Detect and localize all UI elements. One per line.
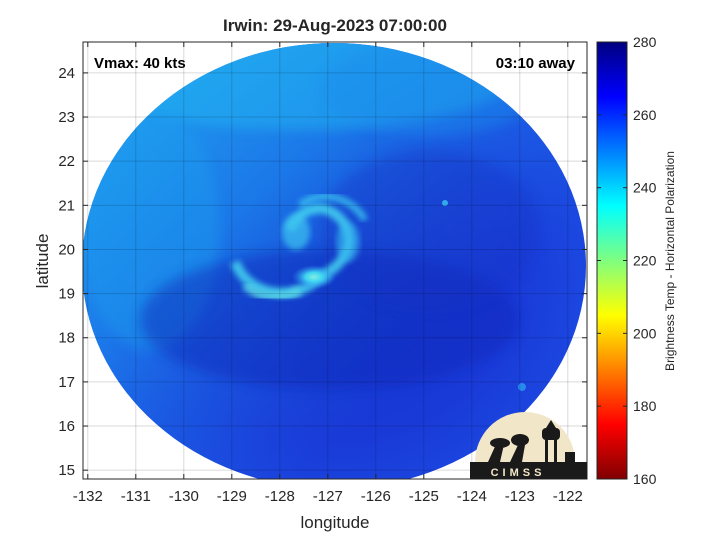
colorbar <box>597 42 627 479</box>
colorbar-tick-label: 220 <box>633 253 657 269</box>
colorbar-tick-label: 240 <box>633 180 657 196</box>
colorbar-tick-label: 180 <box>633 398 657 414</box>
y-tick-label: 17 <box>58 374 75 391</box>
x-tick-label: -124 <box>457 488 487 505</box>
x-tick-label: -126 <box>361 488 391 505</box>
time-away-annotation: 03:10 away <box>496 55 576 72</box>
y-tick-label: 19 <box>58 286 75 303</box>
colorbar-tick-label: 280 <box>633 34 657 50</box>
colorbar-tick-label: 160 <box>633 471 657 487</box>
vmax-annotation: Vmax: 40 kts <box>94 55 186 72</box>
x-tick-label: -127 <box>313 488 343 505</box>
y-tick-label: 15 <box>58 462 75 479</box>
colorbar-tick-label: 200 <box>633 325 657 341</box>
y-axis-label: latitude <box>33 234 52 289</box>
cimss-logo: CIMSS <box>470 412 587 479</box>
y-tick-label: 16 <box>58 418 75 435</box>
x-tick-label: -130 <box>169 488 199 505</box>
y-tick-label: 23 <box>58 109 75 126</box>
x-tick-label: -123 <box>505 488 535 505</box>
x-tick-label: -128 <box>265 488 295 505</box>
y-tick-label: 21 <box>58 197 75 214</box>
y-tick-label: 22 <box>58 153 75 170</box>
y-tick-label: 18 <box>58 330 75 347</box>
x-tick-label: -129 <box>217 488 247 505</box>
colorbar-tick-label: 260 <box>633 107 657 123</box>
cimss-logo-text: CIMSS <box>491 467 546 479</box>
x-tick-label: -132 <box>73 488 103 505</box>
colorbar-label: Brightness Temp - Horizontal Polarizatio… <box>663 151 677 371</box>
x-tick-label: -122 <box>553 488 583 505</box>
x-tick-label: -125 <box>409 488 439 505</box>
x-axis-label: longitude <box>300 513 369 532</box>
colorbar-ticks: 160 180 200 220 240 260 280 <box>597 34 657 487</box>
y-tick-label: 20 <box>58 241 75 258</box>
y-axis: 15 16 17 18 19 20 21 22 23 24 <box>58 65 587 479</box>
x-tick-label: -131 <box>121 488 151 505</box>
plot-frame <box>82 41 588 480</box>
chart-title: Irwin: 29-Aug-2023 07:00:00 <box>223 16 447 35</box>
x-axis: -132 -131 -130 -129 -128 -127 -126 -125 -124 -123… <box>73 42 583 505</box>
y-tick-label: 24 <box>58 65 75 82</box>
